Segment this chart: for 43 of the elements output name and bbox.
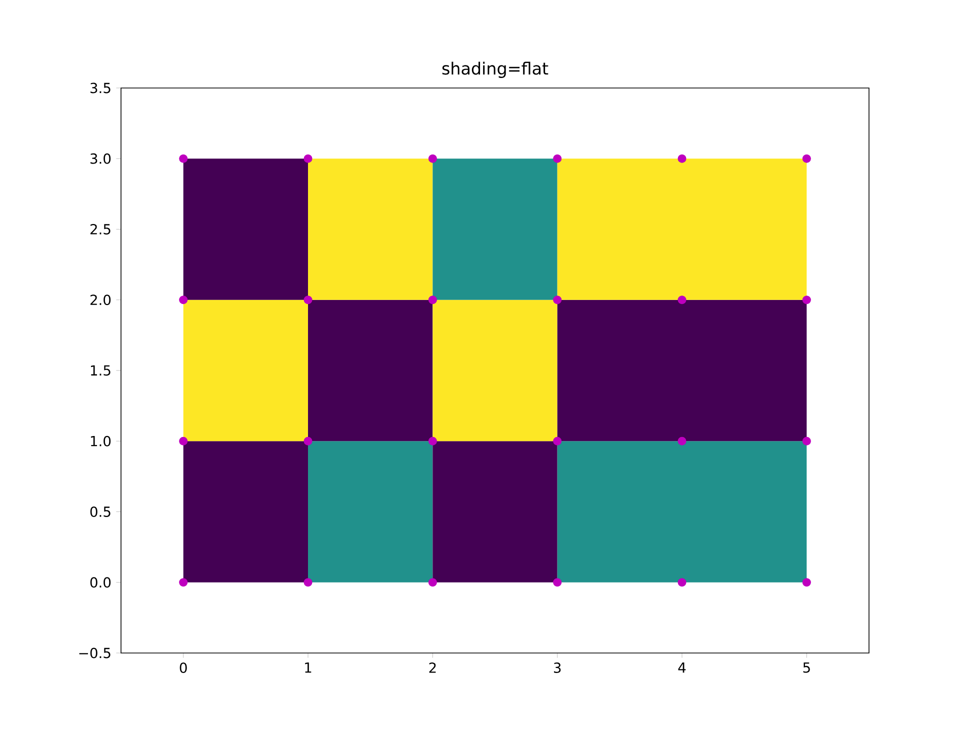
point — [179, 578, 188, 587]
y-tick-label: 2.5 — [90, 224, 110, 234]
point — [428, 578, 437, 587]
y-tick-label: 0.0 — [90, 577, 111, 588]
point — [179, 154, 188, 163]
bar — [308, 158, 433, 300]
bar — [308, 300, 433, 442]
y-tick-label: 1.5 — [90, 365, 110, 376]
point — [553, 154, 562, 163]
x-tick-label: 2 — [429, 662, 436, 673]
point — [802, 296, 811, 304]
point — [678, 154, 686, 163]
x-tick-label: 3 — [554, 662, 561, 673]
bar — [308, 441, 433, 582]
x-tick-label: 4 — [678, 662, 686, 673]
point — [179, 436, 188, 446]
y-tick-label: 1.0 — [90, 436, 111, 446]
x-tick-label: 1 — [305, 662, 312, 673]
y-tick-label: −0.5 — [79, 648, 110, 658]
point — [304, 296, 312, 304]
point — [304, 154, 312, 163]
point — [428, 296, 437, 304]
chart-title: shading=flat — [442, 62, 548, 78]
point — [678, 296, 686, 304]
point — [553, 578, 562, 587]
point — [802, 578, 811, 587]
point — [678, 436, 686, 446]
point — [553, 436, 562, 446]
point — [428, 436, 437, 446]
point — [553, 296, 562, 304]
x-tick-label: 5 — [803, 662, 810, 673]
point — [304, 578, 312, 587]
point — [304, 436, 312, 446]
point — [802, 154, 811, 163]
point — [179, 296, 188, 304]
y-tick-label: 0.5 — [90, 506, 110, 517]
point — [428, 154, 437, 163]
point — [802, 436, 811, 446]
point — [678, 578, 686, 587]
x-tick-label: 0 — [180, 662, 187, 673]
y-tick-label: 3.5 — [90, 82, 110, 94]
y-tick-label: 3.0 — [90, 153, 111, 164]
y-tick-label: 2.0 — [90, 294, 111, 306]
